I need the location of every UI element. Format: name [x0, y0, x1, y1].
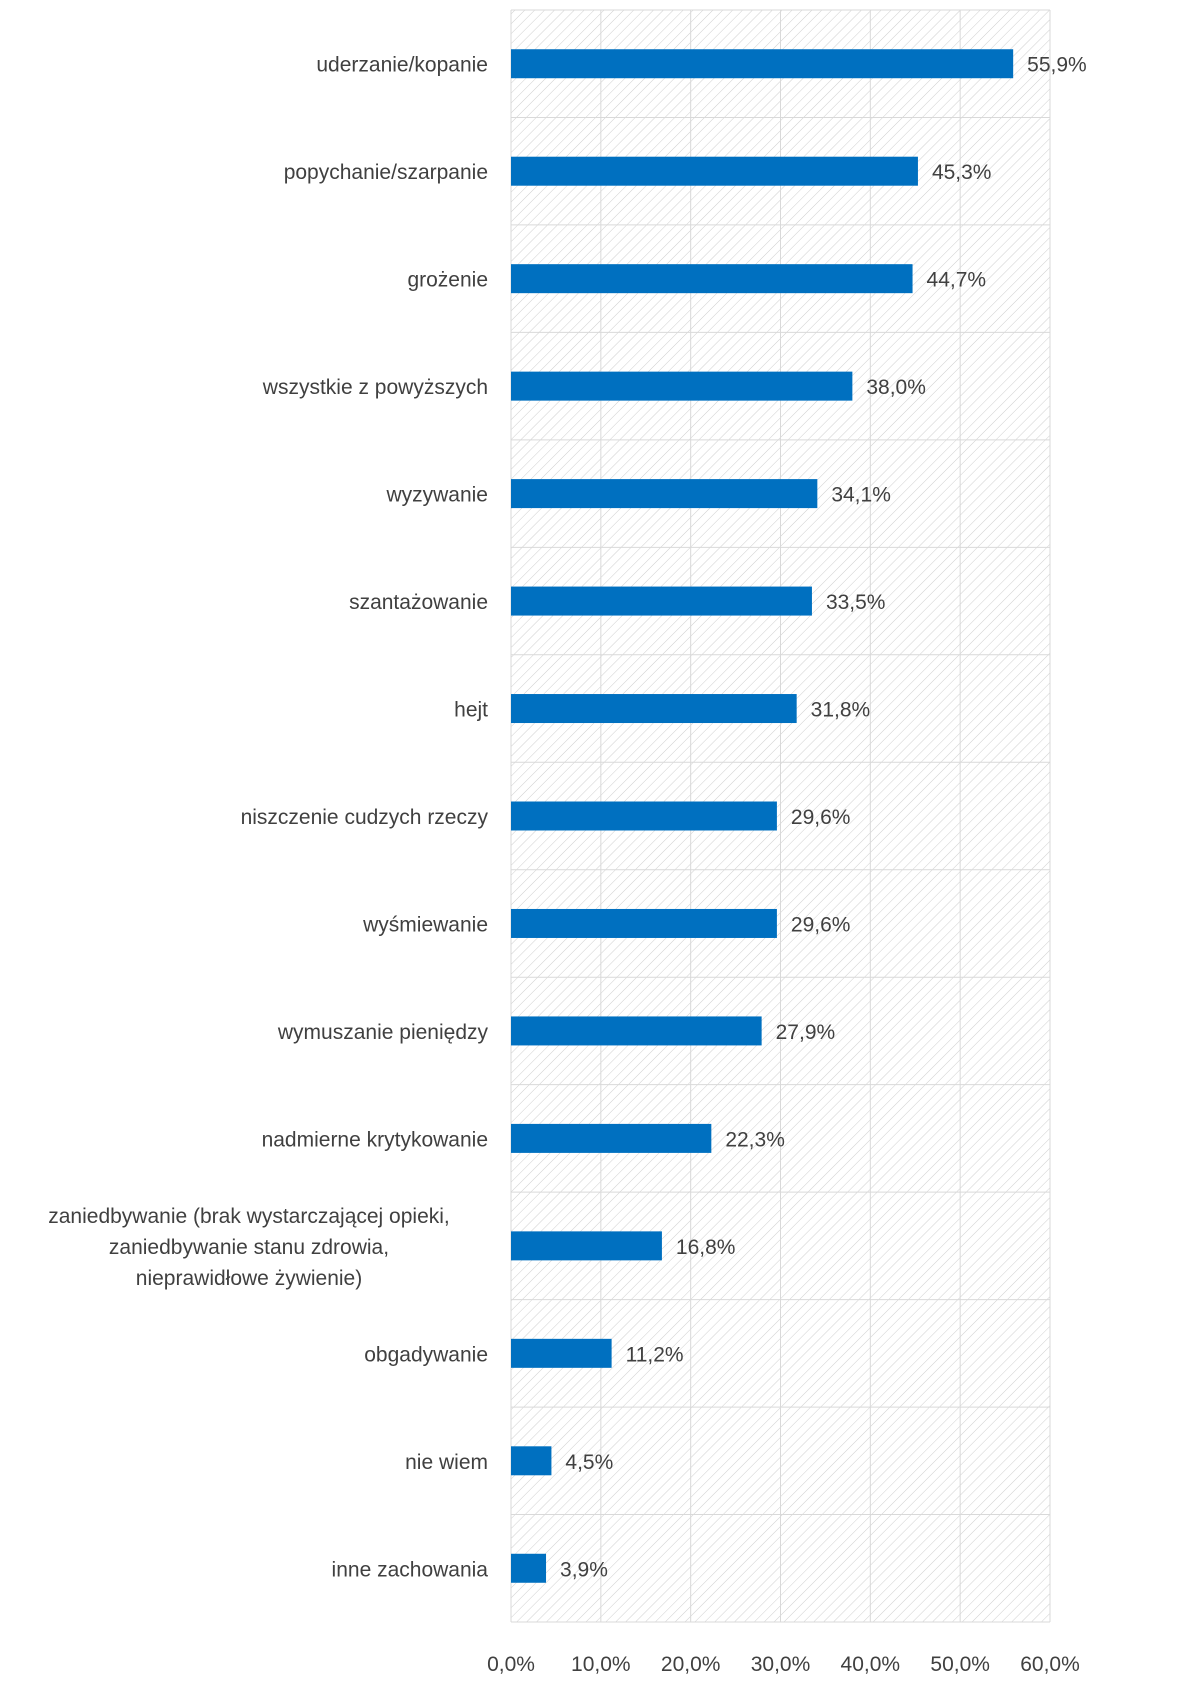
category-label: wymuszanie pieniędzy	[277, 1021, 489, 1044]
x-tick-label: 0,0%	[487, 1653, 535, 1676]
bar	[511, 264, 913, 294]
data-label: 16,8%	[676, 1236, 736, 1259]
category-label: popychanie/szarpanie	[284, 161, 488, 184]
data-label: 29,6%	[791, 913, 851, 936]
category-label: wszystkie z powyższych	[262, 376, 488, 399]
data-label: 38,0%	[866, 376, 926, 399]
data-label: 31,8%	[811, 699, 871, 722]
category-label: nie wiem	[405, 1451, 488, 1474]
data-label: 55,9%	[1027, 54, 1087, 77]
category-label: szantażowanie	[349, 591, 488, 614]
x-axis-tick-labels: 0,0% 10,0% 20,0% 30,0% 40,0% 50,0% 60,0%	[487, 1653, 1080, 1676]
category-label: wyzywanie	[385, 484, 488, 507]
bar	[511, 908, 777, 938]
category-label: niszczenie cudzych rzeczy	[241, 806, 489, 829]
x-tick-label: 50,0%	[930, 1653, 990, 1676]
data-label: 45,3%	[932, 161, 992, 184]
data-label: 29,6%	[791, 806, 851, 829]
x-tick-label: 10,0%	[571, 1653, 631, 1676]
bar	[511, 586, 812, 616]
data-label: 33,5%	[826, 591, 886, 614]
bars	[511, 49, 1014, 1583]
category-label: nadmierne krytykowanie	[262, 1128, 488, 1151]
bar	[511, 49, 1014, 79]
category-label: uderzanie/kopanie	[316, 54, 488, 77]
category-label: wyśmiewanie	[362, 913, 488, 936]
x-tick-label: 60,0%	[1020, 1653, 1080, 1676]
data-label: 11,2%	[626, 1343, 684, 1366]
category-label: inne zachowania	[332, 1558, 489, 1581]
horizontal-gridlines	[511, 9, 1050, 1623]
category-label: obgadywanie	[364, 1343, 488, 1366]
bar	[511, 1123, 712, 1153]
category-label: grożenie	[407, 269, 488, 292]
category-labels: uderzanie/kopanie popychanie/szarpanie gro…	[48, 54, 488, 1582]
bar	[511, 1338, 612, 1368]
bar	[511, 1446, 552, 1476]
bar	[511, 801, 777, 831]
bar	[511, 1231, 662, 1261]
value-labels: 55,9% 45,3% 44,7% 38,0% 34,1% 33,5% 31,8% 29,6%…	[560, 54, 1087, 1582]
data-label: 44,7%	[927, 269, 987, 292]
bar	[511, 156, 918, 186]
bar	[511, 1553, 547, 1583]
data-label: 3,9%	[560, 1558, 608, 1581]
category-label: zaniedbywanie stanu zdrowia,	[109, 1236, 389, 1259]
x-tick-label: 30,0%	[751, 1653, 811, 1676]
bar	[511, 694, 797, 724]
x-tick-label: 40,0%	[841, 1653, 901, 1676]
category-label: nieprawidłowe żywienie)	[136, 1267, 362, 1290]
bar	[511, 479, 818, 509]
bar	[511, 1016, 762, 1046]
x-tick-label: 20,0%	[661, 1653, 721, 1676]
data-label: 4,5%	[565, 1451, 613, 1474]
data-label: 34,1%	[831, 484, 891, 507]
bar	[511, 371, 853, 401]
data-label: 27,9%	[776, 1021, 836, 1044]
category-label: zaniedbywanie (brak wystarczającej opiek…	[48, 1205, 450, 1228]
data-label: 22,3%	[725, 1128, 785, 1151]
category-label: hejt	[454, 699, 488, 722]
